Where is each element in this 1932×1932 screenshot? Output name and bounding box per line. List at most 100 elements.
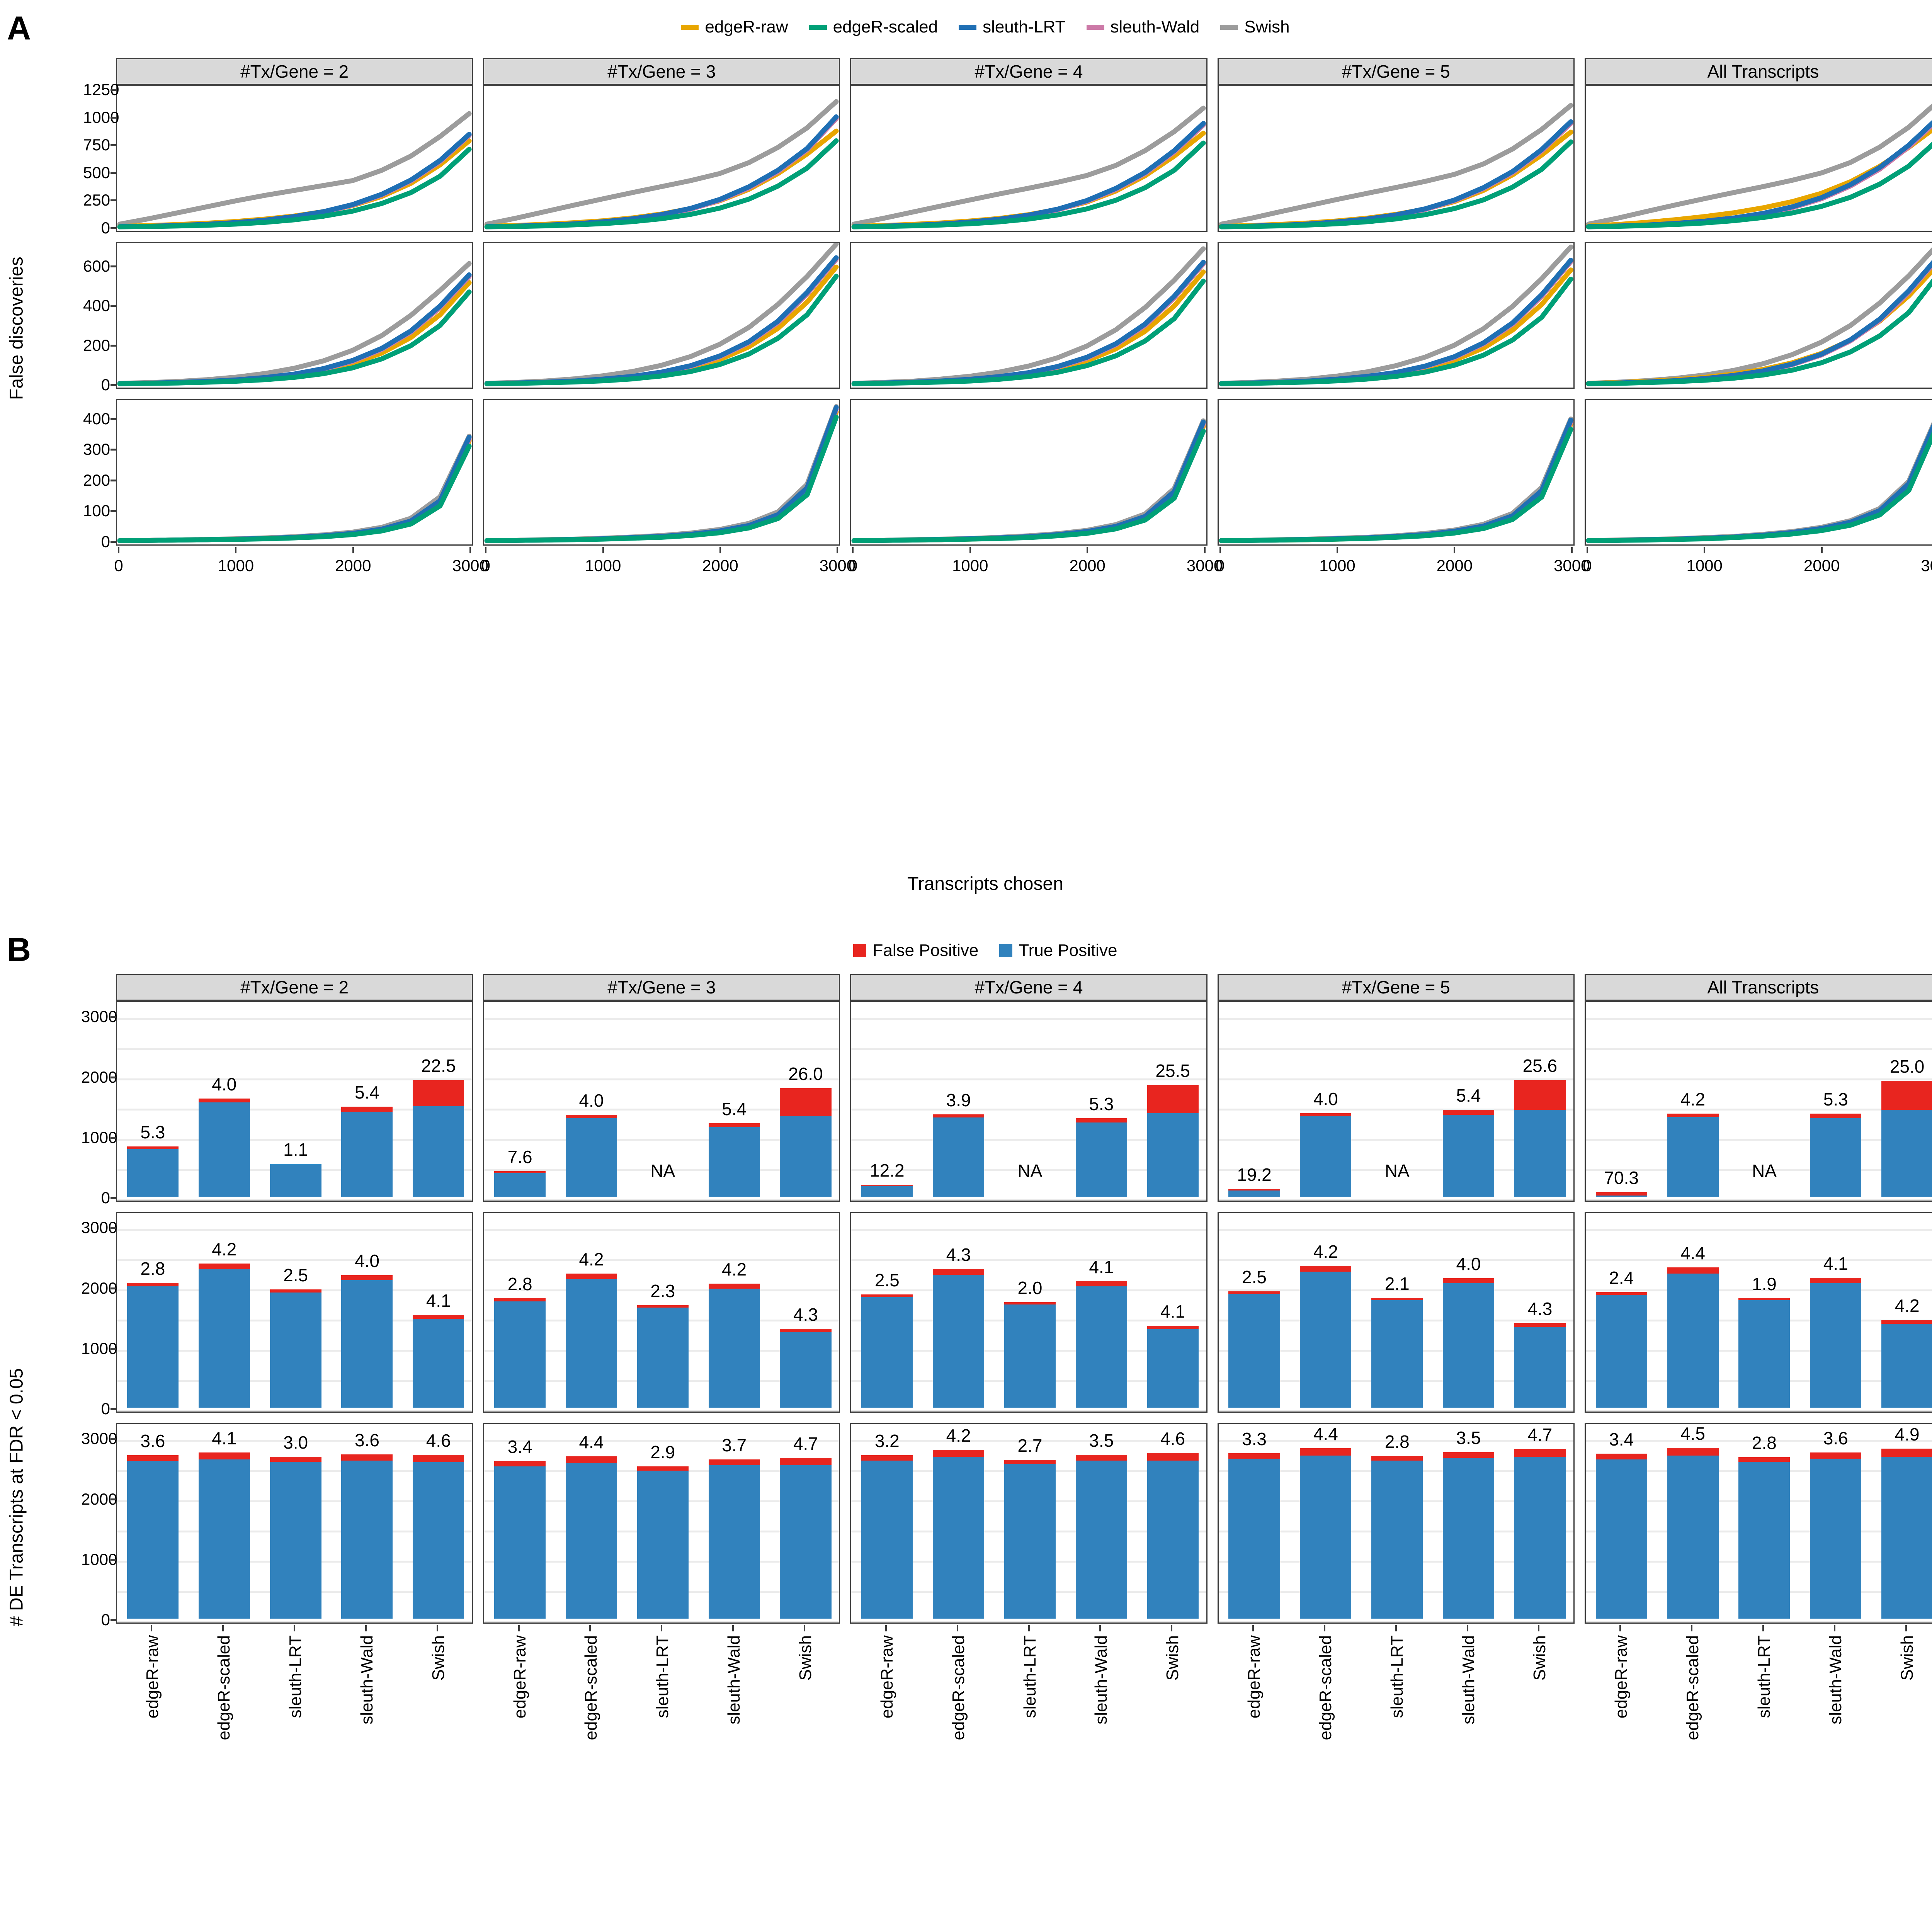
- grid-line: [117, 1410, 472, 1412]
- line-chart: [1219, 417, 1573, 543]
- bar-segment-true-positive: [708, 1289, 760, 1408]
- y-tick-label: 1000: [81, 1128, 117, 1146]
- bar-value-label: 4.9: [1895, 1424, 1920, 1444]
- grid-line: [1218, 1440, 1573, 1442]
- bar-segment-true-positive: [1075, 1286, 1127, 1408]
- x-tick-label: 0: [848, 556, 858, 575]
- bar-segment-true-positive: [1667, 1117, 1719, 1197]
- bar-value-label: 12.2: [870, 1160, 905, 1180]
- legend-label: sleuth-LRT: [983, 17, 1066, 36]
- bar-sleuth-wald: [1442, 1278, 1495, 1408]
- bar-sleuth-lrt: [1371, 1298, 1423, 1408]
- line-chart: [117, 111, 472, 230]
- y-tick-mark: [111, 1347, 116, 1350]
- grid-line: [1585, 1138, 1932, 1141]
- grid-line: [1585, 1621, 1932, 1622]
- facet-cell-r3-c2: [483, 399, 840, 546]
- facet-cell-r2-c5: [1584, 242, 1932, 389]
- series-line-swish: [851, 418, 1206, 543]
- y-tick-mark: [111, 1287, 116, 1289]
- series-line-edger-scaled: [484, 415, 839, 543]
- series-line-edger-raw: [117, 438, 472, 543]
- bar-segment-true-positive: [1075, 1460, 1127, 1619]
- y-tick-label: 250: [83, 191, 111, 209]
- x-tick-label: Swish: [796, 1635, 815, 1681]
- y-tick-label: 400: [83, 296, 111, 315]
- bar-segment-true-positive: [708, 1465, 760, 1619]
- bar-edger-raw: [861, 1294, 913, 1408]
- grid-line: [1585, 1229, 1932, 1231]
- bar-value-label: 4.2: [722, 1259, 747, 1279]
- bar-segment-false-positive: [933, 1114, 985, 1118]
- bar-segment-false-positive: [1514, 1080, 1566, 1110]
- bar-sleuth-wald: [1810, 1278, 1862, 1408]
- x-tick-label: edgeR-raw: [510, 1635, 529, 1719]
- bar-segment-false-positive: [708, 1123, 760, 1128]
- bar-edger-raw: [861, 1455, 913, 1619]
- bar-swish: [780, 1458, 832, 1619]
- bar-segment-true-positive: [1595, 1294, 1647, 1408]
- bar-sleuth-wald: [341, 1454, 393, 1619]
- bar-segment-false-positive: [933, 1449, 985, 1457]
- facet-cell-r1-c2: 7.6 4.0 NA 5.4 26.0: [483, 1001, 840, 1202]
- bar-swish: [780, 1328, 832, 1408]
- bar-value-label: 5.4: [722, 1099, 747, 1119]
- x-tick-mark: [1704, 547, 1706, 553]
- facet-cell-r3-c3: [850, 399, 1208, 546]
- bar-edger-scaled: [933, 1449, 985, 1619]
- panel-a: A edgeR-raw edgeR-scaled sleuth-LRT sleuth-…: [0, 0, 1932, 927]
- facet-cell-r1-c3: [850, 85, 1208, 232]
- y-tick-mark: [111, 144, 116, 146]
- x-tick-mark: [1204, 547, 1206, 553]
- bar-value-label: 4.1: [1823, 1253, 1848, 1274]
- bar-segment-false-positive: [637, 1466, 689, 1471]
- bar-segment-true-positive: [1738, 1461, 1790, 1619]
- bar-segment-true-positive: [341, 1460, 393, 1619]
- x-tick-mark: [969, 547, 971, 553]
- y-tick-mark: [111, 1408, 116, 1410]
- x-tick-label: edgeR-scaled: [1683, 1635, 1702, 1740]
- bar-segment-false-positive: [1810, 1452, 1862, 1459]
- bar-value-label: 4.4: [1680, 1243, 1706, 1264]
- x-tick-label: 1000: [1319, 556, 1355, 575]
- facet-cell-r2-c2: [483, 242, 840, 389]
- series-line-sleuth-wald: [1219, 419, 1573, 543]
- bar-edger-scaled: [1667, 1267, 1719, 1408]
- bar-segment-false-positive: [198, 1452, 250, 1459]
- facet-col-strip-label: #Tx/Gene = 5: [1342, 61, 1450, 82]
- x-tick-label: 3000: [1921, 556, 1932, 575]
- facet-cell-r3-c4: 3.3 4.4 2.8 3.5 4.7: [1217, 1423, 1575, 1624]
- bar-value-label: 4.2: [1313, 1241, 1338, 1262]
- bar-value-label: 22.5: [421, 1055, 456, 1076]
- bar-edger-scaled: [933, 1114, 985, 1197]
- bar-value-label: 4.0: [1456, 1253, 1481, 1274]
- x-tick-mark: [956, 1625, 958, 1631]
- x-tick-label: 1000: [585, 556, 621, 575]
- x-tick-label: edgeR-scaled: [582, 1635, 601, 1740]
- bar-sleuth-lrt: [1738, 1298, 1790, 1408]
- x-tick-label: sleuth-LRT: [1754, 1635, 1774, 1718]
- facet-cell-r1-c1: 5.3 4.0 1.1 5.4 22.5: [116, 1001, 473, 1202]
- facet-col-strip-label: #Tx/Gene = 4: [975, 977, 1083, 997]
- bar-value-label: 2.5: [1242, 1267, 1267, 1287]
- bar-segment-true-positive: [1881, 1110, 1932, 1197]
- bar-segment-true-positive: [1075, 1122, 1127, 1197]
- x-tick-label: edgeR-scaled: [1316, 1635, 1335, 1740]
- bar-value-label: 4.1: [212, 1428, 237, 1448]
- bar-segment-false-positive: [1881, 1081, 1932, 1110]
- bar-swish: [1147, 1325, 1199, 1408]
- legend-key-edger-scaled: [809, 24, 827, 30]
- grid-line: [117, 1048, 472, 1050]
- x-tick-mark: [1337, 547, 1338, 553]
- bar-segment-false-positive: [127, 1146, 179, 1149]
- x-tick-label: 2000: [1803, 556, 1840, 575]
- grid-line: [484, 1168, 839, 1171]
- grid-line: [851, 1289, 1206, 1291]
- y-tick-label: 2000: [81, 1068, 117, 1086]
- panel-b: B False Positive True Positive # DE Trans…: [0, 927, 1932, 1932]
- x-tick-label: 2000: [335, 556, 371, 575]
- series-line-edger-scaled: [117, 289, 472, 386]
- series-line-sleuth-wald: [1586, 425, 1932, 543]
- bar-segment-true-positive: [270, 1164, 321, 1197]
- facet-cell-r2-c4: [1217, 242, 1575, 389]
